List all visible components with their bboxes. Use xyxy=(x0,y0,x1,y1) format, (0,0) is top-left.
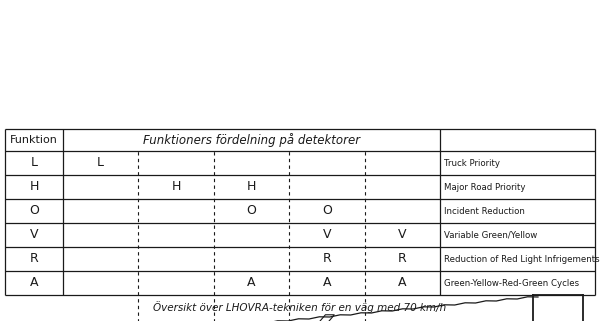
Text: Truck Priority: Truck Priority xyxy=(444,159,500,168)
Text: O: O xyxy=(29,204,39,218)
Text: A: A xyxy=(247,276,256,290)
Text: Major Road Priority: Major Road Priority xyxy=(444,183,526,192)
Text: H: H xyxy=(172,180,181,194)
Text: A: A xyxy=(30,276,38,290)
Text: R: R xyxy=(323,253,331,265)
Text: R: R xyxy=(29,253,38,265)
Text: Incident Reduction: Incident Reduction xyxy=(444,206,525,215)
Text: A: A xyxy=(398,276,407,290)
Text: Green-Yellow-Red-Green Cycles: Green-Yellow-Red-Green Cycles xyxy=(444,279,579,288)
Text: L: L xyxy=(31,157,37,169)
Text: V: V xyxy=(30,229,38,241)
Text: R: R xyxy=(398,253,407,265)
Text: O: O xyxy=(322,204,332,218)
Text: O: O xyxy=(247,204,256,218)
Text: H: H xyxy=(29,180,38,194)
Text: Funktioners fördelning på detektorer: Funktioners fördelning på detektorer xyxy=(143,133,360,147)
Text: V: V xyxy=(398,229,407,241)
Text: H: H xyxy=(247,180,256,194)
Text: L: L xyxy=(97,157,104,169)
Text: Översikt över LHOVRA-tekniken för en väg med 70 km/h: Översikt över LHOVRA-tekniken för en väg… xyxy=(154,301,446,313)
Text: A: A xyxy=(323,276,331,290)
Polygon shape xyxy=(319,315,334,321)
Text: V: V xyxy=(323,229,331,241)
Text: Variable Green/Yellow: Variable Green/Yellow xyxy=(444,230,537,239)
Text: Funktion: Funktion xyxy=(10,135,58,145)
Text: Reduction of Red Light Infrigements: Reduction of Red Light Infrigements xyxy=(444,255,599,264)
